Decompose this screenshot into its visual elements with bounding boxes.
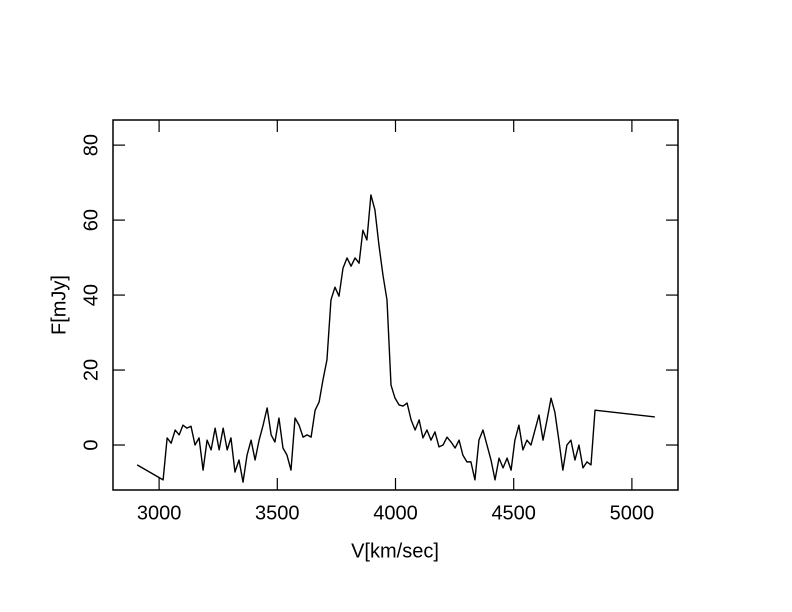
x-tick-label: 4000 [373,502,418,524]
x-tick-label: 3000 [137,502,182,524]
x-axis-label: V[km/sec] [351,540,439,562]
x-tick-label: 4500 [491,502,536,524]
y-axis-label: F[mJy] [48,275,70,335]
y-tick-label: 60 [80,209,102,231]
y-tick-label: 20 [80,359,102,381]
y-tick-label: 40 [80,284,102,306]
y-tick-label: 0 [80,439,102,450]
y-tick-label: 80 [80,134,102,156]
spectrum-line [136,194,655,483]
x-tick-label: 3500 [255,502,300,524]
x-tick-label: 5000 [610,502,655,524]
